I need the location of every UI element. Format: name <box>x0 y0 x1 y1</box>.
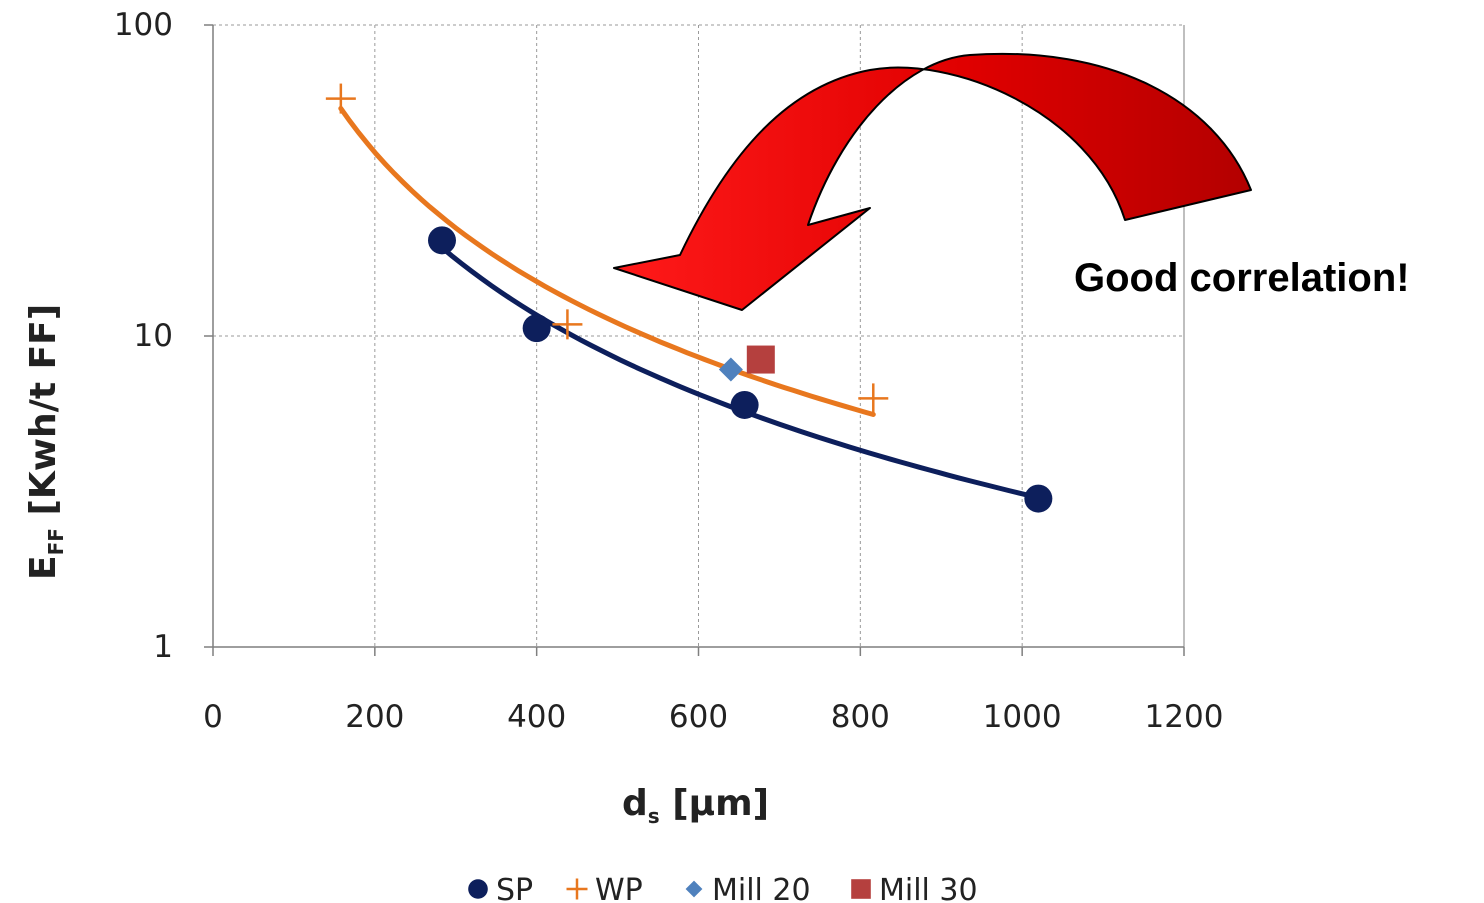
x-tick-label: 0 <box>203 699 223 735</box>
legend-label-mill-30: Mill 30 <box>879 873 978 903</box>
x-tick-label: 600 <box>669 699 728 735</box>
x-axis-title-unit: [µm] <box>660 783 769 824</box>
legend-label-wp: WP <box>595 873 643 903</box>
x-tick-label: 1200 <box>1145 699 1224 735</box>
point-mill-30 <box>746 345 775 374</box>
point-sp <box>1024 484 1053 513</box>
y-axis-title-unit: [Kwh/t FF] <box>23 304 64 528</box>
legend-marker-mill-30 <box>851 879 871 899</box>
legend-marker-wp <box>566 878 588 900</box>
annotation-good-correlation: Good correlation! <box>1074 256 1410 300</box>
x-tick-label: 800 <box>831 699 890 735</box>
trendlines <box>338 105 1041 501</box>
point-wp <box>325 83 356 114</box>
legend-label-sp: SP <box>496 873 533 903</box>
legend-marker-mill-20 <box>685 880 703 898</box>
y-axis-title: EFF [Kwh/t FF] <box>23 304 68 580</box>
curved-arrow-graphic <box>613 52 1252 311</box>
y-tick-label: 1 <box>153 629 173 665</box>
y-axis-title-main: E <box>23 555 64 580</box>
point-sp <box>427 226 456 255</box>
grid-lines <box>213 24 1185 647</box>
legend: SP WP Mill 20 Mill 30 <box>468 873 978 903</box>
point-mill-20 <box>718 357 743 382</box>
point-sp <box>730 390 759 419</box>
x-axis-title: ds [µm] <box>622 783 769 828</box>
x-axis-title-subscript: s <box>648 804 660 828</box>
point-wp <box>552 309 583 340</box>
legend-marker-sp <box>468 879 488 899</box>
point-wp <box>858 383 889 414</box>
axes: 0 200 400 600 800 1000 1200 1 10 100 <box>114 7 1224 735</box>
x-tick-label: 400 <box>507 699 566 735</box>
trendline-wp <box>338 105 876 417</box>
curved-arrow-shape <box>613 52 1252 311</box>
y-tick-label: 100 <box>114 7 173 43</box>
y-axis-title-subscript: FF <box>44 528 68 555</box>
x-axis-title-main: d <box>622 783 648 824</box>
legend-label-mill-20: Mill 20 <box>712 873 811 903</box>
x-tick-label: 200 <box>345 699 404 735</box>
data-points <box>325 83 1053 513</box>
x-tick-label: 1000 <box>983 699 1062 735</box>
y-tick-label: 10 <box>134 318 173 354</box>
point-sp <box>522 314 551 343</box>
